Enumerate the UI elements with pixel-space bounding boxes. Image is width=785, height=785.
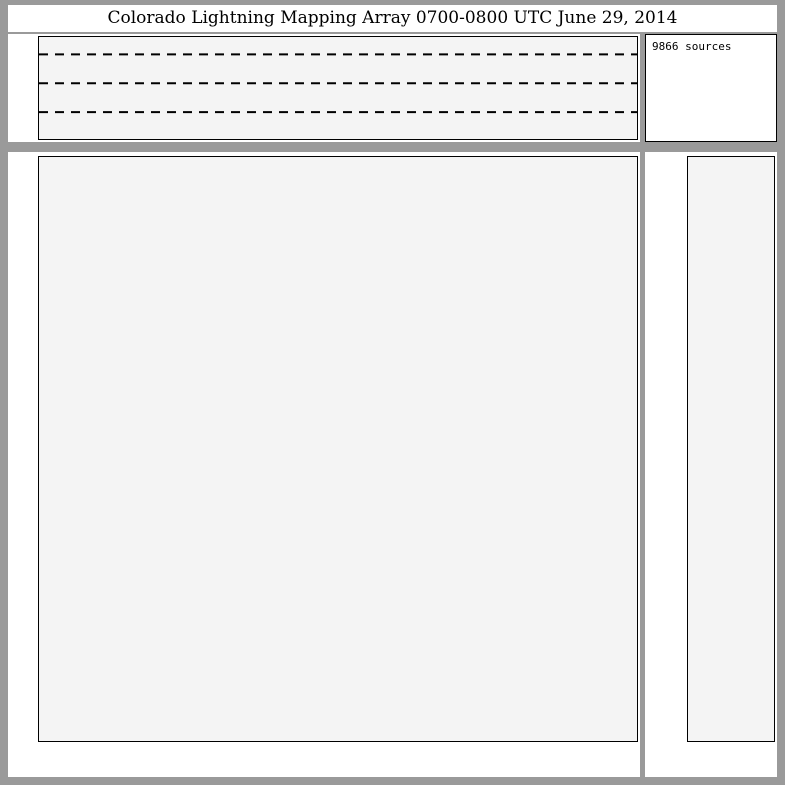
- plan-view-map-panel: [8, 152, 640, 777]
- altitude-vs-east-west-panel: [8, 34, 640, 142]
- page-title: Colorado Lightning Mapping Array 0700-08…: [107, 8, 678, 28]
- altitude-scatter-canvas: [39, 53, 637, 114]
- source-count-panel: 9866 sources: [645, 34, 777, 142]
- plan-view-map-plot: [38, 156, 638, 742]
- altitude-vs-east-west-plot: [38, 36, 638, 140]
- north-south-vs-altitude-panel: [645, 152, 777, 777]
- source-count-label: 9866 sources: [652, 40, 732, 53]
- ns-altitude-scatter-canvas: [688, 157, 775, 742]
- map-canvas: [39, 157, 638, 742]
- title-bar: Colorado Lightning Mapping Array 0700-08…: [8, 5, 777, 32]
- north-south-vs-altitude-plot: [687, 156, 775, 742]
